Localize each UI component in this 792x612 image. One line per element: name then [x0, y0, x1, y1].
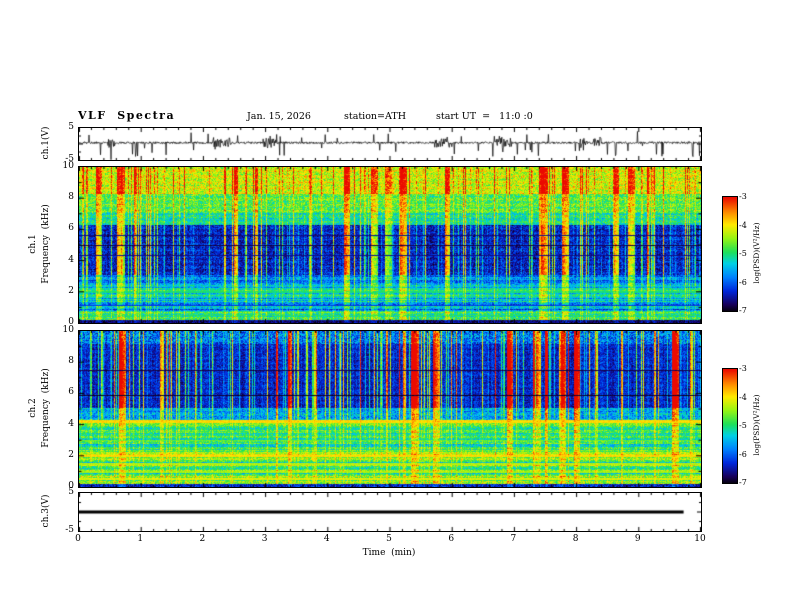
time-tick-label: 8 [572, 534, 579, 544]
ch1-freq-tick-label: 0 [68, 317, 74, 327]
ch1-volt-tick-label: 5 [68, 122, 74, 132]
time-tick-label: 10 [694, 534, 706, 544]
ch3-voltage-axis-label: ch.3(V) [41, 494, 51, 528]
ch1-waveform-canvas [78, 127, 702, 161]
ch3-volt-tick-label: 5 [68, 487, 74, 497]
time-tick-label: 4 [323, 534, 330, 544]
colorbar2-tick-label: -4 [739, 392, 747, 402]
time-tick-label: 5 [386, 534, 392, 544]
ch3-waveform-canvas [78, 492, 702, 532]
time-axis-label: Time (min) [362, 548, 416, 558]
ch2-freq-tick-label: 6 [68, 387, 74, 398]
ch2-frequency-axis-label: Frequency (kHz) [41, 368, 51, 448]
time-tick-label: 0 [75, 534, 81, 544]
time-tick-label: 1 [137, 534, 144, 544]
ch1-freq-tick-label: 10 [62, 161, 74, 171]
time-tick-label: 3 [261, 534, 268, 544]
colorbar1-tick-label: -3 [739, 192, 747, 201]
ch1-channel-label: ch.1 [28, 234, 38, 254]
ch3-volt-tick-label: -5 [65, 525, 74, 535]
start-ut-label: start UT = 11:0 :0 [436, 111, 533, 122]
ch1-volt-tick-label: -5 [65, 154, 74, 164]
ch1-freq-tick-label: 2 [68, 285, 74, 296]
colorbar1-label: log(PSD)(V²/Hz) [752, 222, 761, 284]
ch1-spectrogram-canvas [78, 166, 702, 324]
ch2-spectrogram-canvas [78, 330, 702, 488]
ch2-channel-label: ch.2 [28, 398, 38, 418]
colorbar1-tick-label: -5 [739, 249, 747, 258]
page-title: VLF Spectra [78, 109, 176, 122]
ch2-freq-tick-label: 0 [68, 481, 74, 491]
ch1-freq-tick-label: 4 [68, 254, 74, 265]
ch2-freq-tick-label: 4 [68, 418, 74, 429]
colorbar1-tick-label: -6 [739, 277, 747, 287]
colorbar2-canvas [722, 368, 738, 484]
ch2-freq-tick-label: 8 [68, 356, 74, 367]
time-tick-label: 6 [448, 534, 455, 544]
colorbar2-tick-label: -5 [739, 421, 747, 430]
ch1-freq-tick-label: 6 [68, 223, 74, 234]
colorbar1-canvas [722, 196, 738, 312]
ch2-freq-tick-label: 10 [62, 325, 74, 335]
colorbar1-tick-label: -4 [739, 220, 747, 230]
time-tick-label: 7 [510, 534, 517, 544]
time-tick-label: 9 [634, 534, 641, 544]
station-label: station=ATH [344, 111, 406, 122]
colorbar2-label: log(PSD)(V²/Hz) [752, 394, 761, 456]
ch1-freq-tick-label: 8 [68, 192, 74, 203]
colorbar2-tick-label: -3 [739, 364, 747, 373]
colorbar2-tick-label: -6 [739, 449, 747, 459]
colorbar1-tick-label: -7 [739, 306, 747, 315]
ch2-freq-tick-label: 2 [68, 449, 74, 460]
ch1-frequency-axis-label: Frequency (kHz) [41, 204, 51, 284]
time-tick-label: 2 [199, 534, 206, 544]
colorbar2-tick-label: -7 [739, 478, 747, 487]
date-label: Jan. 15, 2026 [247, 111, 311, 122]
